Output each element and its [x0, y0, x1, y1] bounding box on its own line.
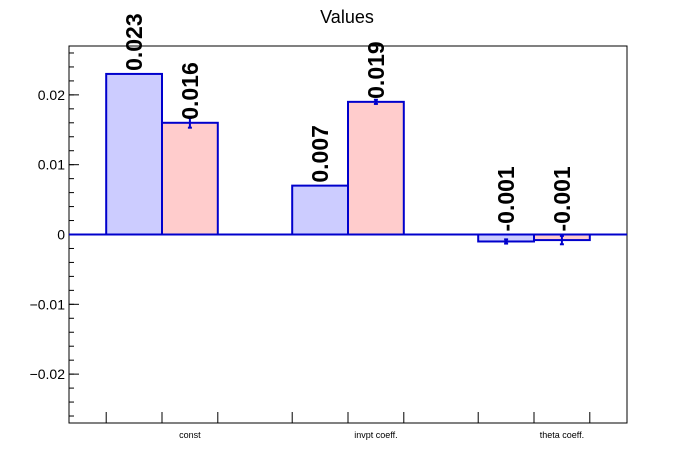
data-label: 0.007 — [307, 125, 333, 183]
bar — [291, 184, 350, 236]
category-label: invpt coeff. — [354, 430, 397, 440]
data-label: 0.023 — [121, 13, 147, 71]
bar — [161, 121, 219, 236]
y-tick-label: 0.01 — [38, 157, 65, 173]
data-label: 0.019 — [363, 41, 389, 99]
y-tick-label: 0 — [57, 227, 65, 243]
category-label: theta coeff. — [540, 430, 584, 440]
data-labels: const invpt coeff. theta coeff. 0.023 0.007 -… — [121, 13, 584, 440]
axis-ticks: −0.02 −0.01 0 0.01 0.02 — [30, 52, 591, 423]
data-label: 0.016 — [177, 62, 203, 120]
data-label: -0.001 — [549, 166, 575, 231]
y-tick-label: 0.02 — [38, 87, 65, 103]
bars — [105, 72, 591, 246]
bar — [347, 100, 405, 236]
data-label: -0.001 — [493, 166, 519, 231]
y-tick-label: −0.01 — [30, 296, 66, 312]
chart-title: Values — [320, 7, 374, 27]
category-label: const — [179, 430, 201, 440]
y-tick-label: −0.02 — [30, 366, 66, 382]
bar — [105, 72, 163, 236]
